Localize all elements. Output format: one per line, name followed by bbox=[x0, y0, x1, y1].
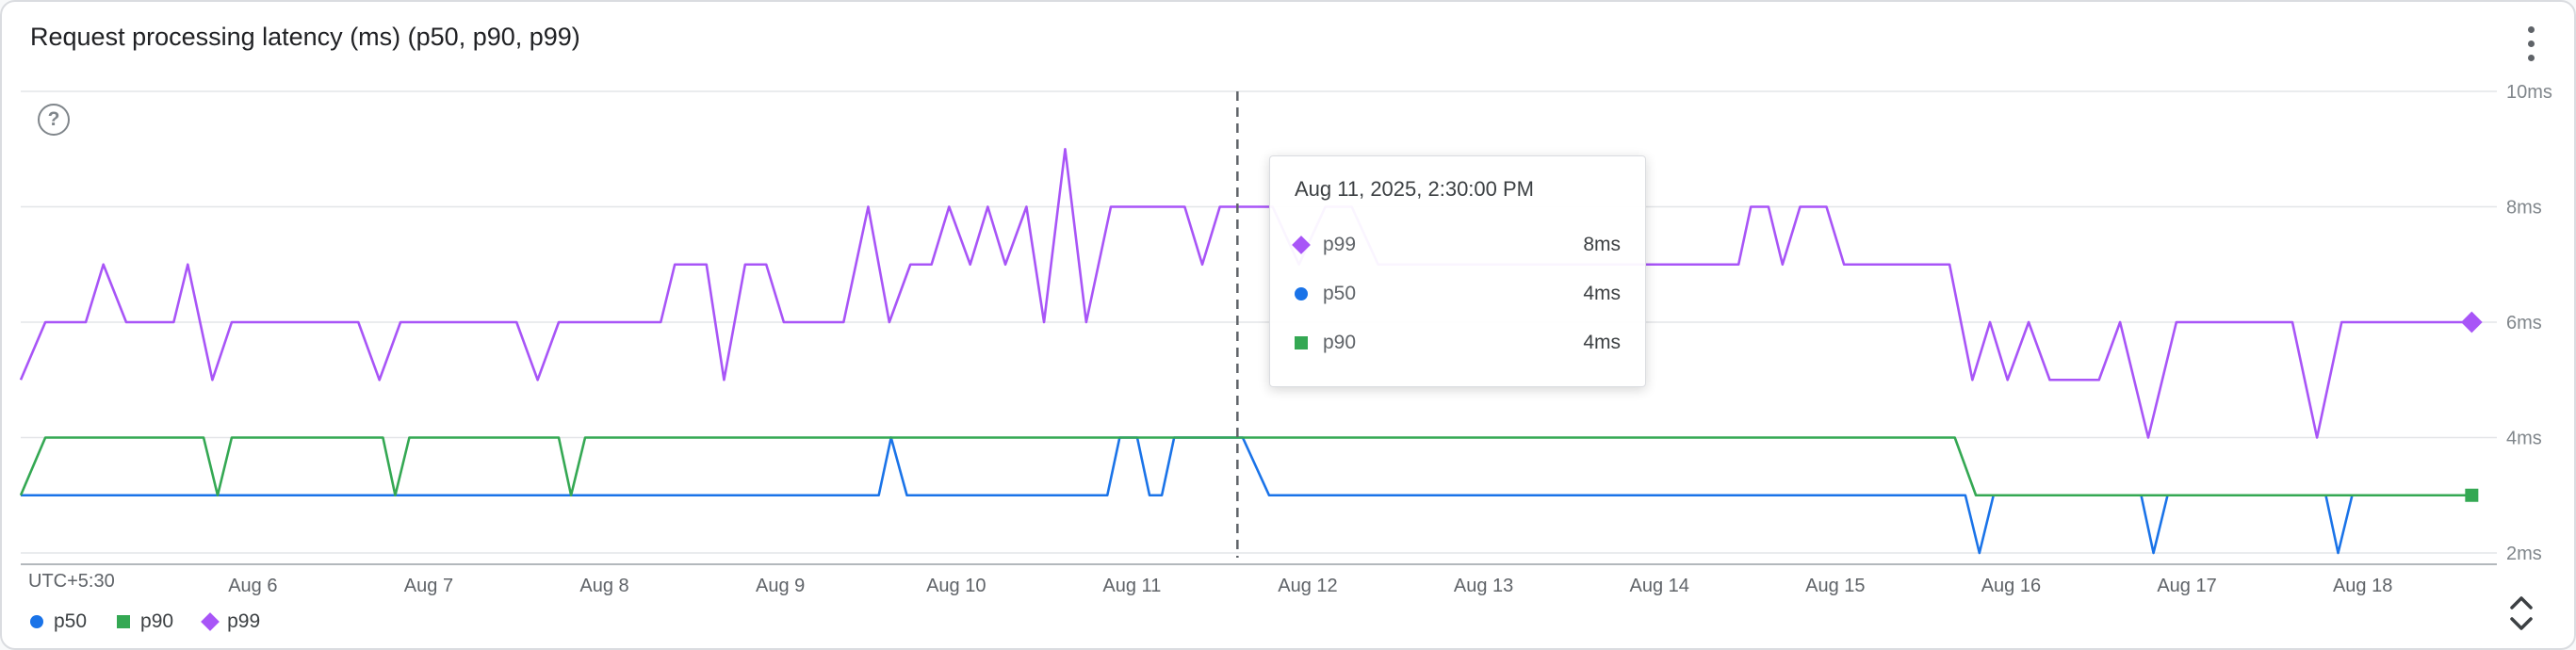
y-tick-label: 10ms bbox=[2506, 82, 2552, 103]
p90-square-icon bbox=[1295, 336, 1308, 349]
x-tick-label: Aug 16 bbox=[1981, 576, 2041, 596]
tooltip-row: p50 4ms bbox=[1295, 269, 1621, 318]
y-tick-label: 2ms bbox=[2506, 544, 2542, 564]
tooltip-series-name: p50 bbox=[1323, 283, 1357, 304]
x-tick-label: Aug 6 bbox=[228, 576, 277, 596]
legend-item-p50[interactable]: p50 bbox=[30, 610, 87, 633]
p99-diamond-icon bbox=[1292, 236, 1311, 254]
tooltip-series-name: p90 bbox=[1323, 332, 1357, 353]
legend-item-p90[interactable]: p90 bbox=[117, 610, 173, 633]
x-tick-label: Aug 8 bbox=[579, 576, 628, 596]
x-tick-label: Aug 15 bbox=[1805, 576, 1865, 596]
tooltip-series-value: 4ms bbox=[1583, 283, 1621, 304]
tooltip-row: p99 8ms bbox=[1292, 220, 1621, 269]
y-tick-label: 6ms bbox=[2506, 313, 2542, 333]
kebab-menu-button[interactable] bbox=[2512, 21, 2550, 66]
tooltip-series-name: p99 bbox=[1323, 234, 1357, 255]
legend-label: p90 bbox=[140, 610, 174, 632]
x-tick-label: Aug 18 bbox=[2333, 576, 2392, 596]
kebab-dot bbox=[2527, 40, 2535, 47]
p90-end-marker bbox=[2465, 488, 2479, 502]
x-tick-label: Aug 9 bbox=[756, 576, 805, 596]
p90-square-icon bbox=[117, 615, 131, 628]
legend-label: p99 bbox=[227, 610, 261, 632]
p50-circle-icon bbox=[30, 615, 43, 628]
tooltip-row: p90 4ms bbox=[1295, 318, 1621, 367]
tooltip-date: Aug 11, 2025, 2:30:00 PM bbox=[1295, 177, 1534, 201]
x-tick-label: Aug 10 bbox=[926, 576, 986, 596]
kebab-dot bbox=[2527, 54, 2535, 61]
y-tick-label: 8ms bbox=[2506, 198, 2542, 219]
tooltip-series-value: 8ms bbox=[1583, 234, 1621, 255]
x-tick-label: Aug 11 bbox=[1102, 576, 1161, 596]
x-tick-label: Aug 13 bbox=[1454, 576, 1513, 596]
tooltip-series-value: 4ms bbox=[1583, 332, 1621, 353]
series-line-p90 bbox=[19, 436, 2472, 497]
series-line-p99 bbox=[19, 147, 2472, 439]
y-tick-label: 4ms bbox=[2506, 429, 2542, 449]
latency-line-chart[interactable]: 2ms 4ms 6ms 8ms 10ms Aug 6 Aug 7 Aug 8 Aug 9 Aug … bbox=[2, 2, 2576, 605]
x-tick-label: Aug 17 bbox=[2157, 576, 2216, 596]
x-tick-label: Aug 14 bbox=[1630, 576, 1689, 596]
legend-item-p99[interactable]: p99 bbox=[201, 610, 261, 633]
p99-diamond-icon bbox=[201, 612, 220, 631]
timezone-label: UTC+5:30 bbox=[28, 571, 115, 592]
page-title: Request processing latency (ms) (p50, p9… bbox=[30, 23, 580, 51]
x-tick-label: Aug 7 bbox=[404, 576, 453, 596]
chart-legend: p50 p90 p99 bbox=[30, 610, 260, 633]
unfold-chevrons-icon bbox=[2510, 596, 2533, 630]
x-tick-label: Aug 12 bbox=[1278, 576, 1337, 596]
legend-label: p50 bbox=[54, 610, 88, 632]
p99-end-marker bbox=[2461, 311, 2483, 333]
kebab-dot bbox=[2527, 25, 2535, 33]
help-icon[interactable]: ? bbox=[38, 104, 70, 136]
expand-collapse-button[interactable] bbox=[2501, 588, 2542, 639]
p50-circle-icon bbox=[1295, 287, 1308, 301]
chart-tooltip: Aug 11, 2025, 2:30:00 PM p99 8ms p50 4ms… bbox=[1269, 155, 1646, 387]
